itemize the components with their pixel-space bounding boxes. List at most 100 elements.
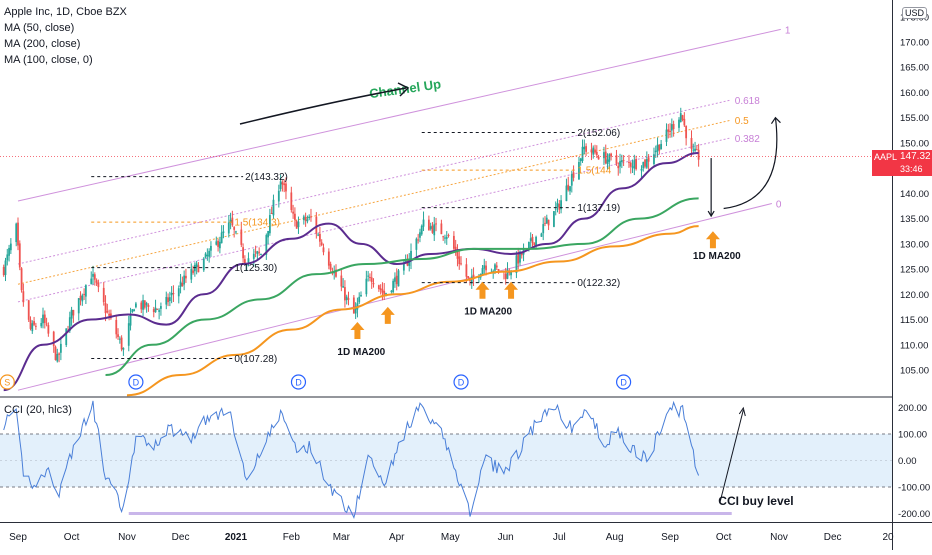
candle-body: [628, 161, 630, 163]
fib-ext-marker-7: 0(122.32): [421, 278, 620, 289]
candle: [265, 233, 268, 260]
candle-body: [272, 199, 275, 216]
channel-level-0: 1: [17, 25, 791, 202]
candle: [93, 272, 96, 286]
candle: [268, 208, 271, 236]
time-tick-label: Sep: [661, 532, 679, 543]
candle-body: [320, 242, 323, 246]
legend-ma200[interactable]: MA (200, close): [4, 38, 81, 50]
candle: [452, 231, 455, 252]
candle: [427, 215, 430, 231]
currency-badge[interactable]: USD: [902, 7, 928, 19]
candle-body: [329, 263, 332, 270]
candles: [2, 107, 700, 363]
candle: [370, 271, 373, 289]
candle-body: [33, 321, 35, 325]
candle-body: [252, 253, 255, 259]
candle-body: [352, 297, 355, 314]
candle-body: [615, 155, 618, 164]
candle-body: [565, 185, 568, 202]
candle-body: [467, 276, 470, 279]
candle: [177, 285, 180, 304]
candle: [31, 320, 34, 334]
candle-body: [193, 264, 196, 272]
candle-body: [40, 323, 43, 327]
candle-body: [117, 334, 119, 337]
candle-body: [135, 303, 137, 308]
support-up-arrow: [350, 322, 365, 340]
legend-ma100[interactable]: MA (100, close, 0): [4, 54, 93, 66]
candle: [622, 155, 625, 167]
channel-level-2: 0.5: [17, 116, 749, 285]
candle-body: [195, 263, 198, 267]
candle: [165, 291, 168, 310]
candle-body: [70, 309, 73, 319]
candle: [195, 260, 198, 275]
legend-symbol[interactable]: Apple Inc, 1D, Cboe BZX: [4, 6, 127, 18]
candle: [231, 210, 234, 227]
candle-body: [694, 148, 696, 151]
candle: [531, 234, 534, 248]
candle-body: [504, 273, 507, 280]
candle: [308, 214, 311, 221]
candle: [697, 143, 700, 167]
candle: [540, 232, 543, 237]
candle-body: [243, 259, 246, 264]
candle-body: [670, 124, 673, 131]
fib-ext-marker-0: 2(143.32): [91, 172, 288, 183]
candle: [131, 308, 134, 314]
candle: [160, 302, 162, 316]
candle: [59, 336, 62, 361]
candle-body: [160, 306, 162, 309]
candle-body: [369, 276, 371, 278]
candle: [20, 267, 23, 293]
candle: [72, 309, 75, 323]
candle: [254, 245, 257, 258]
candle: [628, 154, 630, 168]
candle: [304, 212, 307, 227]
fib-ext-label: 1.5(144: [577, 166, 611, 177]
candle: [120, 335, 123, 352]
candle: [603, 146, 605, 165]
candle: [319, 226, 321, 247]
candle-body: [367, 275, 370, 277]
candle-body: [215, 241, 218, 245]
candle-body: [120, 337, 123, 350]
candle-body: [667, 129, 670, 132]
candle-body: [218, 241, 221, 249]
candle: [293, 207, 296, 227]
candle: [158, 308, 161, 320]
candle-body: [483, 265, 486, 269]
time-tick-label: Apr: [389, 532, 405, 543]
candle-body: [290, 192, 293, 210]
candle-body: [52, 331, 55, 347]
candle-body: [583, 146, 586, 150]
candle: [117, 328, 119, 340]
candle: [560, 195, 562, 214]
candle-body: [629, 162, 632, 167]
candle-body: [517, 253, 520, 264]
candle-body: [65, 328, 68, 346]
event-letter: D: [133, 378, 140, 388]
candle: [342, 278, 345, 288]
candle: [581, 139, 584, 163]
candle: [218, 236, 221, 254]
dividend-event-marker: D: [453, 374, 469, 390]
candle-body: [431, 225, 434, 233]
price-axis: 105.00 110.00 115.00 120.00 125.00 130.00 135.…: [900, 12, 929, 376]
candle-body: [281, 182, 284, 185]
price-tick-label: 155.00: [900, 113, 929, 124]
cci-legend[interactable]: CCI (20, hlc3): [4, 404, 72, 416]
legend-ma50[interactable]: MA (50, close): [4, 22, 75, 34]
candle: [394, 272, 396, 288]
candle-body: [610, 153, 613, 157]
candle-body: [258, 251, 261, 253]
fib-ext-marker-4: 2(152.06): [421, 128, 620, 139]
candle-body: [127, 323, 130, 346]
candle: [583, 139, 586, 155]
channel-line: [17, 28, 781, 202]
candle-body: [427, 219, 430, 231]
candle: [204, 252, 207, 259]
